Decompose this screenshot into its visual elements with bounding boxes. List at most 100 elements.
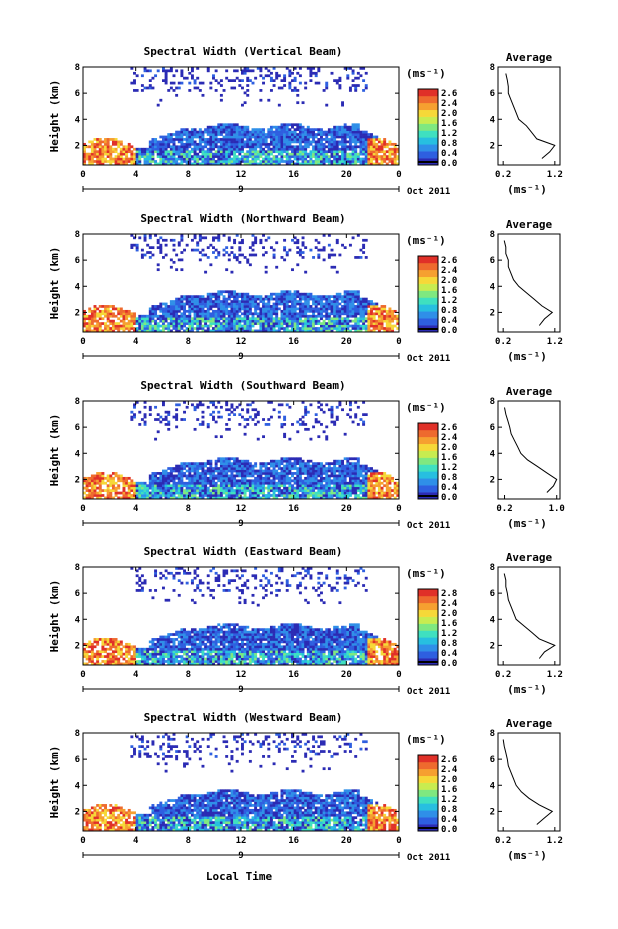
heatmap-cell (264, 150, 268, 154)
heatmap-cell (322, 160, 326, 163)
heatmap-cell (227, 155, 231, 158)
heatmap-cell (362, 157, 366, 161)
heatmap-cell (185, 142, 189, 146)
heatmap-cell (188, 496, 192, 500)
heatmap-cell (351, 469, 355, 473)
heatmap-cell (356, 327, 360, 330)
heatmap-cell (364, 324, 368, 328)
heatmap-cell (212, 329, 215, 333)
heatmap-cell (206, 157, 210, 161)
heatmap-cell (262, 135, 265, 139)
heatmap-cell (288, 437, 292, 441)
heatmap-cell (243, 305, 247, 308)
heatmap-cell (172, 479, 176, 483)
heatmap-cell (241, 469, 244, 473)
heatmap-cell (206, 125, 210, 129)
heatmap-cell (264, 494, 268, 497)
heatmap-cell (204, 484, 208, 488)
heatmap-cell (122, 484, 126, 488)
heatmap-cell (325, 297, 329, 301)
heatmap-cell (201, 236, 205, 240)
heatmap-cell (188, 133, 192, 136)
heatmap-cell (348, 86, 352, 90)
colorbar-zero-line (418, 328, 438, 330)
heatmap-cell (190, 309, 194, 313)
heatmap-cell (148, 496, 152, 500)
heatmap-cell (277, 297, 281, 301)
heatmap-cell (283, 302, 287, 306)
heatmap-cell (212, 486, 215, 490)
heatmap-cell (322, 324, 326, 328)
heatmap-cell (241, 312, 244, 316)
heatmap-cell (146, 147, 150, 151)
heatmap-cell (343, 302, 347, 306)
heatmap-cell (335, 147, 339, 151)
heatmap-cell (330, 138, 334, 141)
heatmap-cell (238, 160, 242, 163)
heatmap-cell (391, 314, 395, 318)
heatmap-cell (196, 76, 200, 80)
heatmap-cell (298, 140, 302, 144)
heatmap-cell (85, 322, 89, 325)
heatmap-cell (106, 329, 110, 333)
heatmap-cell (233, 481, 237, 485)
heatmap-cell (296, 327, 300, 330)
heatmap-cell (238, 138, 242, 141)
heatmap-cell (88, 319, 92, 323)
heatmap-cell (172, 152, 176, 156)
heatmap-cell (351, 420, 355, 424)
heatmap-cell (327, 128, 331, 131)
heatmap-cell (364, 317, 368, 321)
heatmap-cell (96, 496, 100, 500)
heatmap-cell (159, 496, 163, 500)
heatmap-cell (214, 314, 218, 318)
colorbar-tick-label: 0.8 (441, 306, 457, 316)
heatmap-cell (204, 486, 208, 490)
heatmap-cell (172, 484, 176, 488)
heatmap-cell (233, 496, 237, 500)
heatmap-cell (346, 135, 350, 139)
heatmap-cell (140, 147, 144, 151)
heatmap-cell (225, 130, 229, 134)
heatmap-cell (172, 469, 176, 473)
heatmap-cell (225, 462, 229, 465)
heatmap-cell (169, 155, 173, 158)
heatmap-cell (338, 84, 342, 87)
heatmap-cell (298, 329, 302, 333)
heatmap-cell (288, 292, 292, 296)
heatmap-cell (277, 125, 281, 129)
heatmap-cell (256, 420, 260, 424)
heatmap-cell (298, 145, 302, 149)
heatmap-cell (296, 457, 300, 461)
heatmap-cell (109, 147, 113, 151)
heatmap-cell (259, 130, 263, 134)
heatmap-cell (335, 295, 339, 298)
heatmap-cell (109, 150, 113, 154)
heatmap-cell (233, 322, 237, 325)
heatmap-cell (269, 292, 273, 296)
heatmap-cell (333, 420, 337, 424)
heatmap-cell (280, 423, 284, 426)
heatmap-cell (254, 135, 258, 139)
heatmap-cell (330, 295, 334, 298)
heatmap-cell (314, 481, 318, 485)
heatmap-cell (109, 314, 113, 318)
heatmap-cell (238, 479, 242, 483)
heatmap-cell (346, 302, 350, 306)
heatmap-cell (233, 86, 237, 90)
y-tick-label: 4 (75, 115, 81, 125)
heatmap-cell (162, 322, 165, 325)
panel-2: Spectral Width (Northward Beam)2468Heigh… (48, 212, 563, 364)
heatmap-cell (193, 491, 197, 495)
heatmap-cell (343, 324, 347, 328)
heatmap-cell (154, 147, 158, 151)
heatmap-cell (140, 256, 144, 259)
heatmap-cell (362, 138, 366, 141)
heatmap-cell (209, 464, 213, 468)
heatmap-cell (272, 142, 276, 146)
heatmap-cell (291, 479, 294, 483)
heatmap-cell (209, 467, 213, 470)
heatmap-cell (380, 145, 384, 149)
heatmap-cell (314, 462, 318, 465)
heatmap-cell (343, 297, 347, 301)
